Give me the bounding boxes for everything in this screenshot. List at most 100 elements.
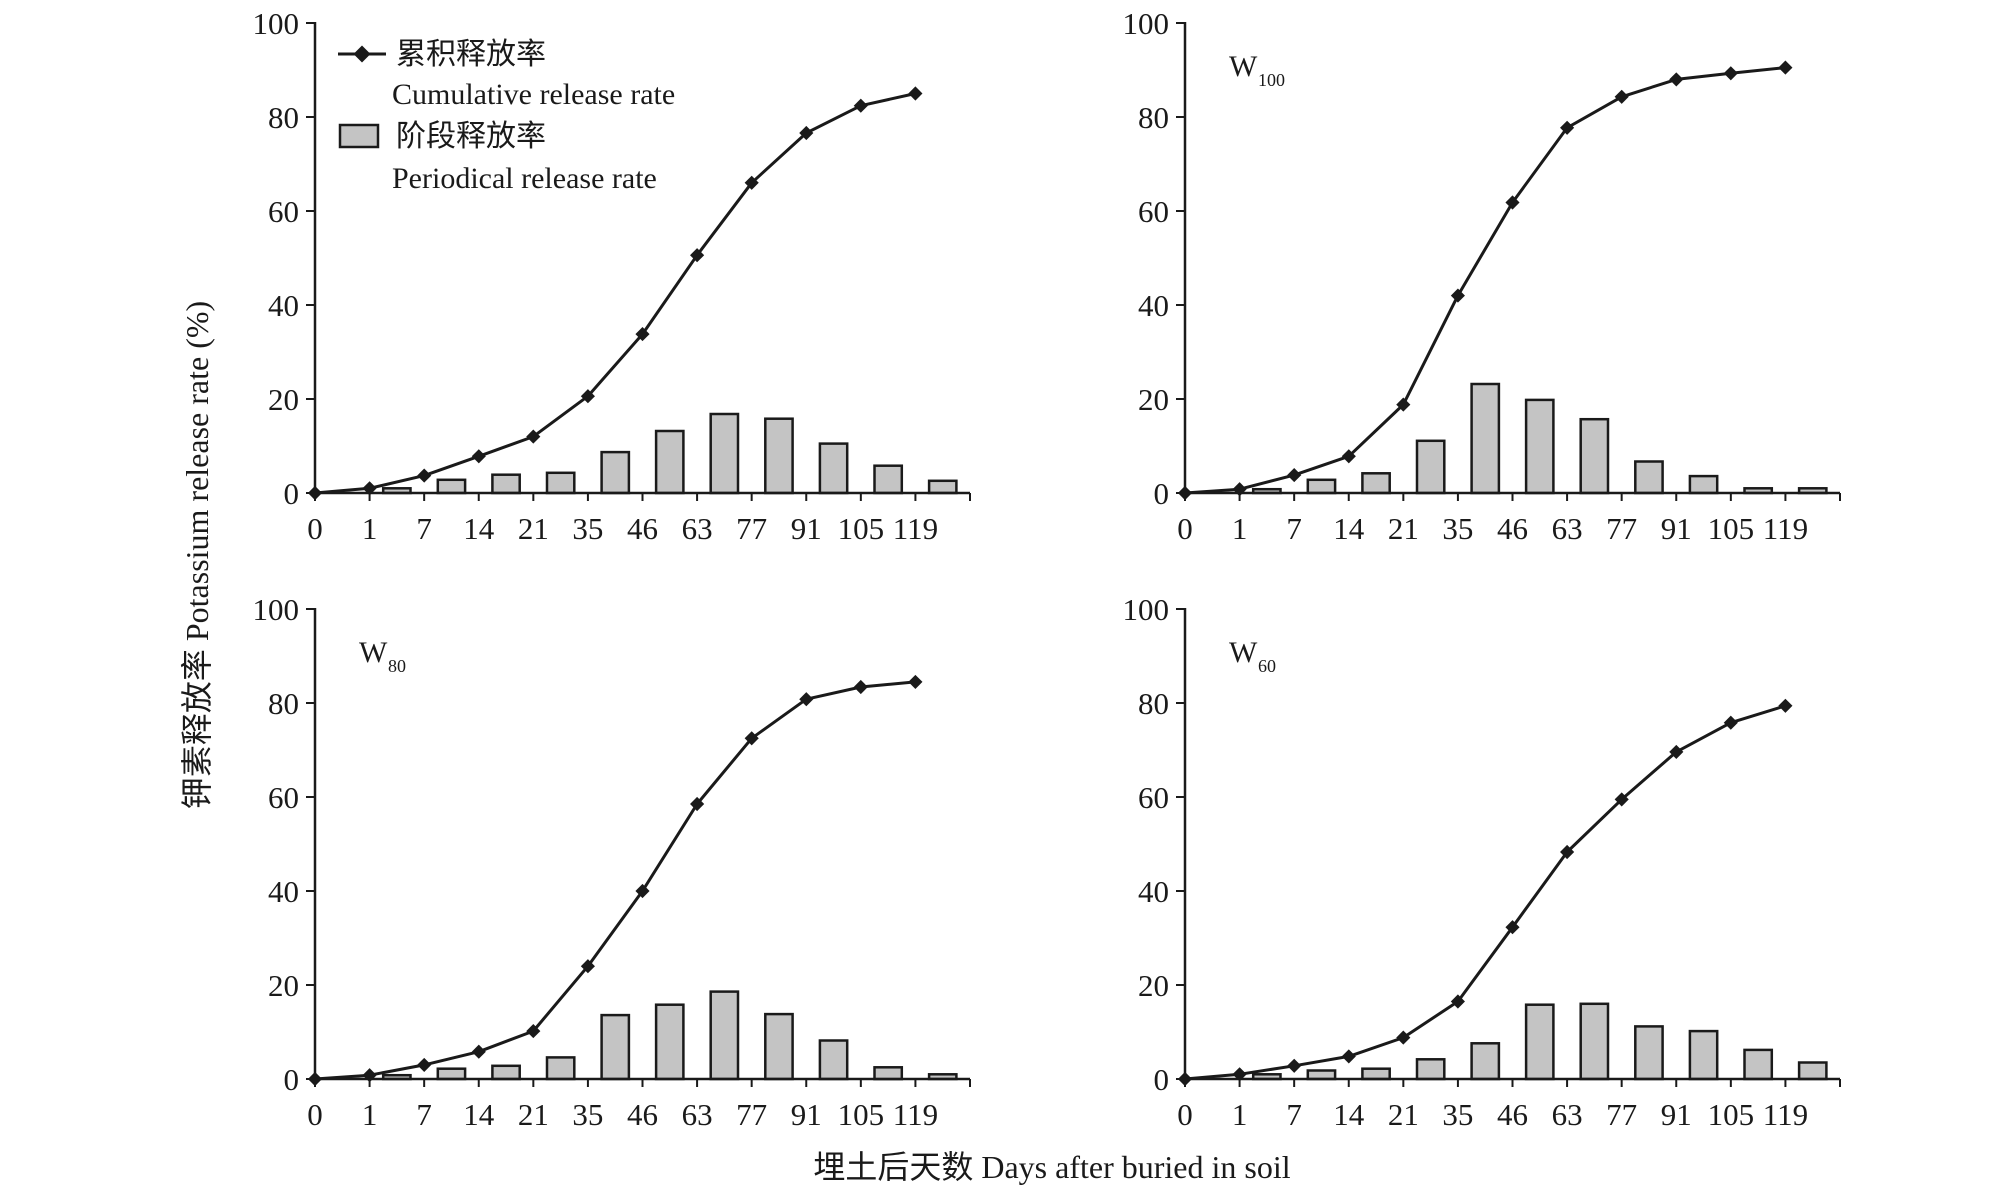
bar-14 [1361,1067,1391,1081]
y-tick-label: 80 [268,686,299,721]
x-tick-label: 63 [1552,511,1583,546]
cumulative-point [690,248,705,263]
bar-14 [491,473,521,495]
cumulative-point [744,731,759,746]
bar-46 [1524,1003,1555,1081]
x-tick-label: 7 [1286,1097,1302,1132]
cumulative-point [1450,994,1465,1009]
y-tick-label: 60 [268,780,299,815]
cumulative-point [1614,89,1629,104]
y-tick-label: 80 [268,100,299,135]
x-tick-label: 63 [682,511,713,546]
cumulative-point [908,86,923,101]
x-tick-label: 119 [1763,511,1808,546]
bar-35 [1470,1042,1501,1081]
cumulative-point [1669,744,1684,759]
x-tick-label: 14 [463,1097,495,1132]
cumulative-point [1505,195,1520,210]
y-tick-label: 20 [268,382,299,417]
x-tick-label: 21 [1388,1097,1419,1132]
bar-35 [600,1013,631,1081]
bar-63 [709,412,740,495]
x-tick-label: 21 [518,1097,549,1132]
panel-label: W [359,636,388,669]
x-tick-label: 0 [1177,1097,1193,1132]
cumulative-point [1232,482,1247,497]
bar-77 [764,1012,794,1081]
panel-label-subscript: 80 [388,656,406,676]
x-tick-label: 119 [1763,1097,1808,1132]
bar-63 [1579,417,1610,495]
cumulative-point [471,449,486,464]
x-tick-label: 0 [307,511,323,546]
legend-bar-label-en: Periodical release rate [392,162,657,195]
bar-91 [1688,474,1719,495]
y-tick-label: 0 [284,476,300,511]
cumulative-line [314,680,916,1081]
bar-46 [654,429,685,495]
x-tick-label: 77 [1606,511,1637,546]
x-tick-label: 0 [307,1097,323,1132]
cumulative-point [1560,844,1575,860]
legend-line-marker [353,45,371,63]
cumulative-point [853,98,868,113]
x-tick-label: 46 [1497,511,1528,546]
bar-119 [927,479,958,495]
cumulative-line [1184,704,1786,1081]
y-tick-label: 100 [1123,592,1170,627]
legend-line-label-en: Cumulative release rate [392,78,675,111]
y-tick-label: 60 [1138,194,1169,229]
y-tick-label: 60 [268,194,299,229]
y-tick-label: 40 [268,288,299,323]
x-tick-label: 35 [1442,1097,1473,1132]
x-tick-label: 105 [1708,1097,1755,1132]
cumulative-point [1778,60,1793,75]
cumulative-point [526,429,541,444]
y-tick-label: 100 [1123,6,1170,41]
cumulative-point [635,883,650,899]
cumulative-point [1287,1058,1302,1073]
cumulative-point [526,1024,541,1039]
cumulative-line [1184,66,1786,495]
x-tick-label: 105 [838,1097,885,1132]
x-axis-title: 埋土后天数 Days after buried in soil [813,1149,1290,1185]
cumulative-point [1614,792,1629,807]
bar-105 [873,464,904,495]
x-tick-label: 7 [416,511,432,546]
x-tick-label: 35 [1442,511,1473,546]
cumulative-point [1505,920,1520,935]
y-tick-label: 60 [1138,780,1169,815]
x-tick-label: 14 [463,511,495,546]
bar-46 [1524,398,1555,495]
cumulative-point [1341,449,1356,464]
x-tick-label: 63 [1552,1097,1583,1132]
x-tick-label: 77 [736,511,767,546]
bar-105 [873,1066,904,1081]
bar-7 [1306,1069,1337,1081]
bar-7 [436,478,467,495]
x-tick-label: 46 [1497,1097,1528,1132]
y-tick-label: 80 [1138,686,1169,721]
bar-77 [1634,460,1664,495]
cumulative-point [853,679,868,695]
legend-line-label-cn: 累积释放率 [396,38,546,71]
x-tick-label: 1 [1232,1097,1248,1132]
y-axis-title: 钾素释放率 Potassium release rate (%) [179,301,215,809]
legend: 累积释放率 Cumulative release rate 阶段释放率 Peri… [338,38,675,195]
cumulative-point [307,485,323,501]
bar-7 [436,1067,467,1081]
cumulative-point [1287,468,1302,483]
bar-21 [1415,1058,1446,1081]
cumulative-point [1232,1067,1247,1082]
bar-77 [1634,1025,1664,1081]
cumulative-point [799,692,814,707]
x-tick-label: 21 [518,511,549,546]
x-tick-label: 105 [838,511,885,546]
bar-14 [1361,472,1391,495]
x-tick-label: 14 [1333,511,1365,546]
cumulative-point [362,481,377,496]
cumulative-point [1560,120,1575,135]
